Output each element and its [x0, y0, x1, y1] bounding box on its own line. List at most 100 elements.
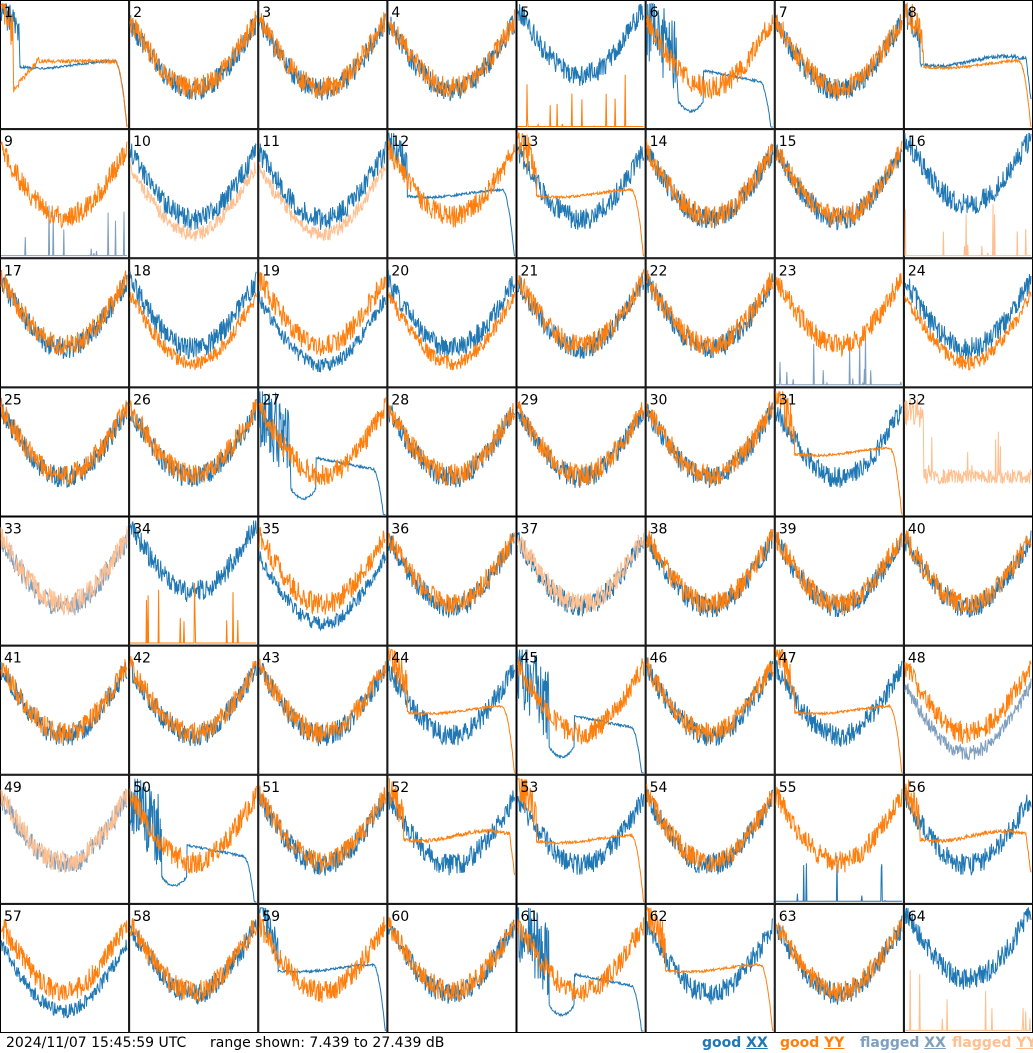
- series-yy-good: [387, 917, 515, 1002]
- panel-label: 44: [391, 651, 409, 667]
- panel-label: 7: [779, 5, 788, 21]
- panel-frame: [387, 0, 517, 130]
- series-yy-good: [0, 918, 128, 1001]
- panel-42: 42: [129, 645, 259, 775]
- panel-12: 12: [387, 129, 517, 259]
- panel-21: 21: [516, 258, 646, 388]
- series-yy-good: [646, 907, 774, 1032]
- series-yy-good: [388, 778, 515, 876]
- panel-label: 26: [133, 392, 151, 408]
- panel-61: 61: [516, 903, 646, 1033]
- series-yy-good: [0, 3, 128, 128]
- panel-label: 1: [4, 5, 13, 21]
- series-yy-good: [387, 9, 515, 98]
- panel-label: 53: [521, 780, 539, 796]
- series-yy-good: [258, 658, 386, 743]
- panel-label: 47: [779, 651, 797, 667]
- legend-state: good: [702, 1035, 742, 1051]
- series-yy-good: [130, 582, 257, 644]
- panel-frame: [258, 645, 388, 775]
- panel-39: 39: [774, 516, 904, 646]
- panel-label: 60: [391, 909, 409, 925]
- panel-38: 38: [645, 516, 775, 646]
- series-yy-good: [0, 269, 128, 356]
- series-xx-good: [517, 649, 644, 774]
- panel-label: 55: [779, 780, 797, 796]
- panel-60: 60: [387, 903, 517, 1033]
- series-yy-good: [904, 660, 1032, 744]
- series-yy-good: [517, 400, 645, 487]
- legend-state: flagged: [952, 1035, 1012, 1051]
- panel-55: 55: [774, 774, 904, 904]
- panel-44: 44: [387, 645, 517, 775]
- panel-label: 58: [133, 909, 151, 925]
- series-yy-good: [904, 289, 1032, 371]
- panel-label: 9: [4, 134, 13, 150]
- panel-48: 48: [903, 645, 1033, 775]
- panel-27: 27: [258, 387, 388, 517]
- series-yy-good: [646, 270, 774, 356]
- series-yy-good: [387, 402, 515, 487]
- panel-31: 31: [774, 387, 904, 517]
- panel-8: 8: [903, 0, 1033, 130]
- panel-label: 2: [133, 5, 142, 21]
- panel-51: 51: [258, 774, 388, 904]
- footer: 2024/11/07 15:45:59 UTC range shown: 7.4…: [0, 1033, 1033, 1053]
- panel-label: 23: [779, 263, 797, 279]
- series-xx-good: [904, 906, 1032, 990]
- panel-label: 38: [650, 522, 668, 538]
- panel-frame: [516, 0, 646, 130]
- panel-35: 35: [258, 516, 388, 646]
- panel-label: 15: [779, 134, 797, 150]
- panel-frame: [774, 387, 904, 517]
- series-yy-good: [904, 3, 1032, 128]
- panel-label: 62: [650, 909, 668, 925]
- panel-label: 5: [521, 5, 530, 21]
- panel-53: 53: [516, 774, 646, 904]
- series-xx-good: [904, 132, 1032, 214]
- legend-pol: YY: [824, 1035, 845, 1051]
- panel-label: 45: [521, 651, 539, 667]
- panel-2: 2: [129, 0, 259, 130]
- panel-frame: [774, 258, 904, 388]
- series-xx-good: [258, 787, 386, 876]
- panel-label: 31: [779, 392, 797, 408]
- panel-label: 10: [133, 134, 151, 150]
- panel-label: 19: [262, 263, 280, 279]
- panel-14: 14: [645, 129, 775, 259]
- range-text: range shown: 7.439 to 27.439 dB: [210, 1035, 445, 1051]
- series-xx-good: [775, 856, 902, 902]
- series-xx-good: [646, 918, 774, 1005]
- panel-frame: [516, 645, 646, 775]
- panel-56: 56: [903, 774, 1033, 904]
- panel-frame: [645, 645, 775, 775]
- series-yy-good: [129, 656, 257, 744]
- series-yy-good: [387, 647, 515, 773]
- panel-52: 52: [387, 774, 517, 904]
- panel-26: 26: [129, 387, 259, 517]
- series-yy-good: [904, 779, 1032, 873]
- series-xx-good: [517, 272, 645, 359]
- series-yy-good: [129, 785, 257, 874]
- panel-frame: [129, 387, 259, 517]
- panel-59: 59: [258, 903, 388, 1033]
- panel-54: 54: [645, 774, 775, 904]
- series-yy-good: [258, 527, 386, 616]
- panel-label: 8: [908, 5, 917, 21]
- panel-57: 57: [0, 903, 130, 1033]
- series-yy-good: [646, 400, 774, 486]
- panel-frame: [0, 129, 130, 259]
- series-yy-flagged: [904, 204, 1031, 257]
- panel-label: 20: [391, 263, 409, 279]
- panel-47: 47: [774, 645, 904, 775]
- panel-frame: [774, 516, 904, 646]
- panel-1: 1: [0, 0, 130, 130]
- panel-frame: [258, 774, 388, 904]
- series-xx-good: [387, 659, 515, 746]
- series-yy-good: [258, 914, 386, 1003]
- panel-13: 13: [516, 129, 646, 259]
- series-yy-good: [646, 14, 774, 99]
- panel-64: 64: [903, 903, 1033, 1033]
- panel-frame: [129, 0, 259, 130]
